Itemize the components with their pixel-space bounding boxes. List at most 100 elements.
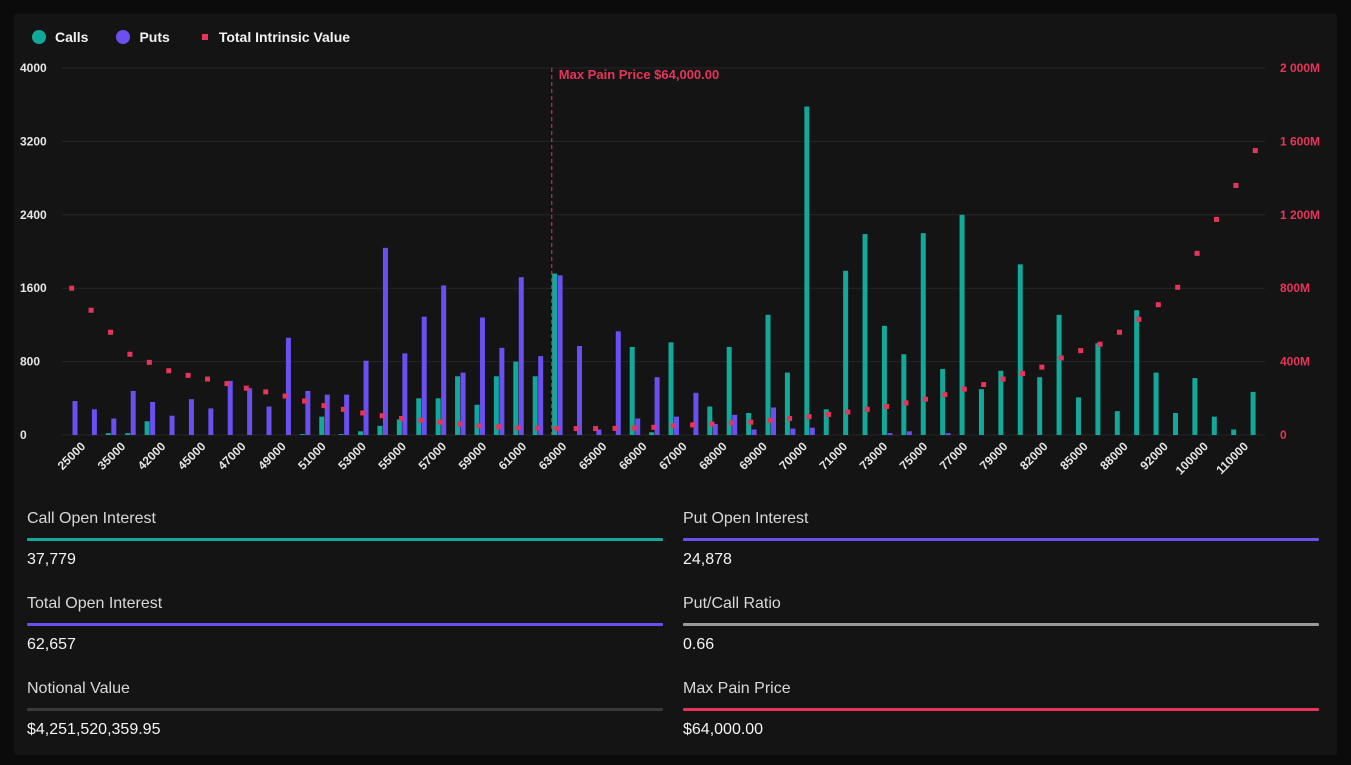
- put-bar: [208, 408, 214, 435]
- x-tick-label: 77000: [937, 439, 971, 473]
- tiv-point: [1078, 348, 1084, 354]
- tiv-point: [1019, 371, 1025, 377]
- put-bar: [344, 394, 350, 435]
- x-tick-label: 69000: [736, 439, 770, 473]
- tiv-point: [612, 425, 618, 431]
- put-bar: [576, 346, 582, 435]
- call-bar: [105, 433, 111, 435]
- call-bar: [668, 342, 674, 435]
- x-tick-label: 110000: [1213, 439, 1251, 477]
- x-tick-label: 59000: [456, 439, 490, 473]
- call-bar: [1037, 377, 1043, 435]
- tiv-point: [806, 414, 812, 420]
- tiv-point: [573, 426, 579, 432]
- call-bar: [862, 234, 868, 435]
- chart-legend: Calls Puts Total Intrinsic Value: [32, 28, 378, 46]
- stat-max-pain-label: Max Pain Price: [683, 680, 791, 697]
- legend-puts[interactable]: Puts: [116, 29, 170, 45]
- x-tick-label: 92000: [1137, 439, 1171, 473]
- call-bar: [435, 398, 441, 435]
- call-bar: [804, 106, 810, 435]
- put-bar: [538, 356, 544, 435]
- call-bar: [493, 376, 499, 435]
- legend-calls[interactable]: Calls: [32, 29, 88, 45]
- put-bar: [227, 380, 233, 435]
- tiv-point: [457, 421, 463, 427]
- put-bar: [402, 353, 408, 435]
- stat-max-pain-value: $64,000.00: [683, 721, 764, 738]
- put-bar: [712, 423, 718, 435]
- tiv-point: [360, 410, 366, 416]
- tiv-point: [942, 392, 948, 398]
- call-bar: [474, 404, 480, 435]
- y-left-tick-label: 0: [20, 428, 27, 442]
- stat-call-oi: Call Open Interest 37,779: [27, 508, 663, 570]
- put-bar: [906, 431, 912, 435]
- put-bar: [150, 401, 156, 435]
- call-bar: [1095, 343, 1101, 435]
- tiv-point: [593, 426, 599, 432]
- stat-pc-ratio: Put/Call Ratio 0.66: [683, 593, 1319, 655]
- x-tick-label: 75000: [897, 439, 931, 473]
- tiv-point: [340, 406, 346, 412]
- call-bar: [1192, 378, 1198, 435]
- x-tick-label: 70000: [776, 439, 810, 473]
- tiv-point: [127, 351, 133, 357]
- tiv-point: [476, 423, 482, 429]
- tiv-point: [205, 376, 211, 382]
- tiv-point: [1000, 376, 1006, 382]
- tiv-point: [1116, 329, 1122, 335]
- put-bar: [790, 428, 796, 435]
- x-tick-label: 51000: [295, 439, 329, 473]
- stat-total-oi: Total Open Interest 62,657: [27, 593, 663, 655]
- y-right-tick-label: 1 600M: [1280, 134, 1320, 148]
- call-bar: [629, 346, 635, 435]
- tiv-point: [302, 398, 308, 404]
- x-tick-label: 42000: [135, 439, 169, 473]
- call-bar: [358, 431, 364, 435]
- call-bar: [901, 354, 907, 435]
- put-bar: [324, 394, 330, 435]
- stat-total-oi-rule: [27, 623, 663, 626]
- call-bar: [978, 389, 984, 435]
- legend-tiv[interactable]: Total Intrinsic Value: [198, 29, 350, 45]
- max-pain-label: Max Pain Price $64,000.00: [559, 67, 719, 82]
- tiv-point: [845, 409, 851, 415]
- put-bar: [382, 247, 388, 435]
- tiv-point: [1252, 148, 1258, 154]
- put-bar: [751, 429, 757, 435]
- tiv-point: [496, 424, 502, 430]
- tiv-point: [1155, 302, 1161, 308]
- call-bar: [1231, 429, 1237, 435]
- call-bar: [784, 372, 790, 435]
- stat-call-oi-label: Call Open Interest: [27, 510, 156, 527]
- tiv-swatch-icon: [201, 34, 208, 40]
- tiv-point: [981, 382, 987, 388]
- call-bar: [1211, 416, 1217, 435]
- put-bar: [285, 337, 291, 435]
- put-bar: [693, 392, 699, 435]
- stat-put-oi-label: Put Open Interest: [683, 510, 809, 527]
- call-bar: [299, 434, 305, 435]
- tiv-point: [690, 422, 696, 428]
- tiv-point: [69, 285, 75, 291]
- tiv-point: [787, 415, 793, 421]
- tiv-point: [282, 393, 288, 399]
- call-bar: [1017, 264, 1023, 435]
- call-bar: [649, 432, 655, 435]
- stat-max-pain: Max Pain Price $64,000.00: [683, 678, 1319, 740]
- x-tick-label: 25000: [55, 439, 89, 473]
- call-bar: [338, 434, 344, 435]
- tiv-point: [108, 329, 114, 335]
- call-bar: [823, 409, 829, 435]
- tiv-point: [903, 400, 909, 406]
- put-bar: [945, 433, 951, 435]
- tiv-point: [1097, 341, 1103, 347]
- call-bar: [959, 214, 965, 435]
- x-tick-label: 65000: [576, 439, 610, 473]
- tiv-point: [961, 386, 967, 392]
- x-tick-label: 55000: [375, 439, 409, 473]
- y-right-tick-label: 1 200M: [1280, 208, 1320, 222]
- call-bar: [881, 325, 887, 435]
- open-interest-chart: 0 800 1600 2400 3200 4000 0 400M 800M 1 200M 1 600…: [20, 61, 1320, 477]
